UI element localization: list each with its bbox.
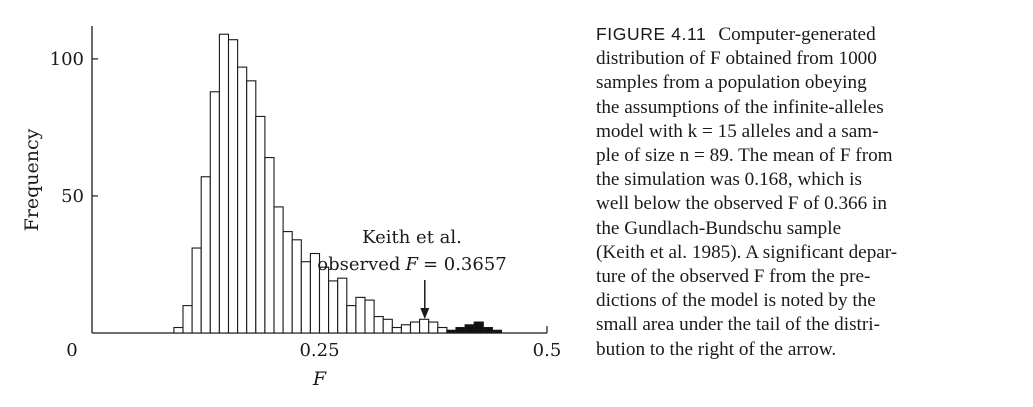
caption-line: ple of size n = 89. The mean of F from [596, 145, 893, 167]
histogram-bar [409, 321, 421, 334]
x-tick-label: 0.5 [533, 340, 562, 361]
caption-line: small area under the tail of the distri- [596, 314, 880, 336]
figure-caption: FIGURE 4.11 Computer-generated distributi… [596, 22, 1028, 362]
histogram-bar [373, 316, 384, 334]
histogram-bars [173, 33, 503, 334]
caption-line: samples from a population obeying [596, 72, 867, 94]
caption-line: the Gundlach-Bundschu sample [596, 217, 842, 239]
histogram-bar [273, 206, 284, 334]
histogram-bar [300, 261, 311, 334]
histogram-bar [291, 239, 302, 334]
histogram-bar [209, 91, 220, 334]
caption-line: the simulation was 0.168, which is [596, 169, 862, 191]
annotation-prefix: observed [317, 254, 400, 275]
caption-line: (Keith et al. 1985). A significant depar… [596, 241, 898, 263]
histogram-bar [491, 329, 503, 334]
histogram-bar [473, 321, 484, 334]
x-tick-label: 0 [66, 340, 77, 361]
histogram-bar [218, 33, 230, 334]
caption-line: Computer-generated [718, 24, 876, 45]
histogram-bar [437, 326, 448, 334]
histogram-bar [346, 305, 357, 334]
histogram-bar [446, 329, 457, 334]
x-axis-label: F [312, 368, 327, 390]
histogram-bar [173, 326, 184, 334]
annotation-arrowhead [420, 308, 430, 319]
histogram-bar [400, 324, 412, 334]
caption-line: ture of the observed F from the pre- [596, 266, 871, 288]
histogram-bar [337, 277, 348, 334]
histogram-bar [464, 324, 475, 334]
histogram-bar [191, 247, 202, 334]
y-tick-label: 50 [61, 186, 84, 207]
histogram-bar [382, 318, 393, 334]
annotation: Keith et al. observed F = 0.3657 [317, 227, 507, 319]
caption-line: model with k = 15 alleles and a sam- [596, 120, 879, 142]
caption-line: distribution of F obtained from 1000 [596, 48, 877, 70]
histogram-bar [182, 305, 193, 334]
histogram-bar [328, 280, 339, 334]
annotation-variable: F [404, 254, 419, 275]
histogram-bar [227, 39, 239, 334]
histogram-bar [255, 115, 266, 334]
histogram-bar [200, 176, 211, 334]
annotation-line2: observed F = 0.3657 [317, 254, 507, 275]
caption-line: well below the observed F of 0.366 in [596, 193, 887, 215]
histogram-bar [428, 321, 439, 334]
y-axis-label: Frequency [21, 128, 43, 231]
caption-line: bution to the right of the arrow. [596, 338, 837, 360]
axes: 50 100 0 0.25 0.5 [50, 26, 562, 361]
x-tick-label: 0.25 [299, 340, 339, 361]
histogram-bar [482, 326, 493, 334]
histogram-bar [318, 266, 330, 334]
histogram-bar [455, 326, 466, 334]
histogram-bar [237, 66, 248, 334]
caption-line: the assumptions of the infinite-alleles [596, 96, 884, 118]
histogram-bar [264, 157, 275, 334]
annotation-value: = 0.3657 [423, 254, 507, 275]
histogram-bar [391, 326, 402, 334]
histogram-bar [246, 80, 257, 334]
histogram-bar [355, 296, 366, 334]
histogram-bar [364, 299, 375, 334]
annotation-line1: Keith et al. [362, 227, 462, 248]
histogram-bar [419, 318, 430, 334]
caption-line: dictions of the model is noted by the [596, 290, 876, 312]
y-tick-label: 100 [50, 49, 84, 70]
histogram-bar [282, 231, 293, 334]
caption-label: FIGURE 4.11 [596, 24, 707, 44]
